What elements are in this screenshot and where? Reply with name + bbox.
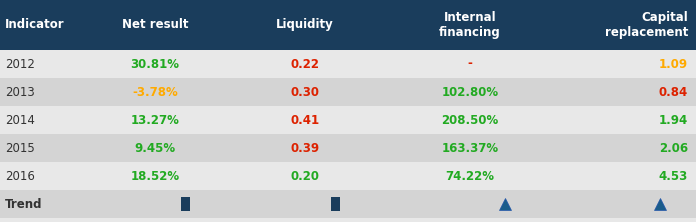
Text: 1.94: 1.94	[658, 113, 688, 127]
Text: 0.22: 0.22	[290, 57, 319, 71]
Text: 163.37%: 163.37%	[441, 141, 498, 155]
Text: Net result: Net result	[122, 18, 188, 32]
Text: 2015: 2015	[5, 141, 35, 155]
Text: -: -	[468, 57, 473, 71]
Text: Internal
financing: Internal financing	[439, 11, 501, 39]
Bar	[0, 190, 696, 218]
Text: Capital
replacement: Capital replacement	[605, 11, 688, 39]
Text: 2014: 2014	[5, 113, 35, 127]
Text: 0.30: 0.30	[290, 85, 319, 99]
Text: 18.52%: 18.52%	[130, 170, 180, 182]
Text: 0.39: 0.39	[290, 141, 319, 155]
Text: Indicator: Indicator	[5, 18, 65, 32]
Text: 2013: 2013	[5, 85, 35, 99]
Text: 74.22%: 74.22%	[445, 170, 494, 182]
Text: 30.81%: 30.81%	[131, 57, 180, 71]
Bar	[0, 78, 696, 106]
Text: 208.50%: 208.50%	[441, 113, 498, 127]
Text: Trend: Trend	[5, 198, 42, 210]
Text: 1.09: 1.09	[659, 57, 688, 71]
Bar	[331, 197, 340, 211]
Bar	[0, 0, 696, 50]
Text: 0.41: 0.41	[290, 113, 319, 127]
Bar	[0, 134, 696, 162]
Text: Liquidity: Liquidity	[276, 18, 334, 32]
Text: 0.20: 0.20	[290, 170, 319, 182]
Text: 2016: 2016	[5, 170, 35, 182]
Text: 2.06: 2.06	[659, 141, 688, 155]
Bar	[0, 106, 696, 134]
Text: 102.80%: 102.80%	[441, 85, 498, 99]
Text: 0.84: 0.84	[658, 85, 688, 99]
Text: 2012: 2012	[5, 57, 35, 71]
Bar	[0, 50, 696, 78]
Bar	[0, 162, 696, 190]
Bar	[180, 197, 189, 211]
Text: -3.78%: -3.78%	[132, 85, 178, 99]
Text: 4.53: 4.53	[658, 170, 688, 182]
Text: 9.45%: 9.45%	[134, 141, 175, 155]
Text: 13.27%: 13.27%	[131, 113, 180, 127]
